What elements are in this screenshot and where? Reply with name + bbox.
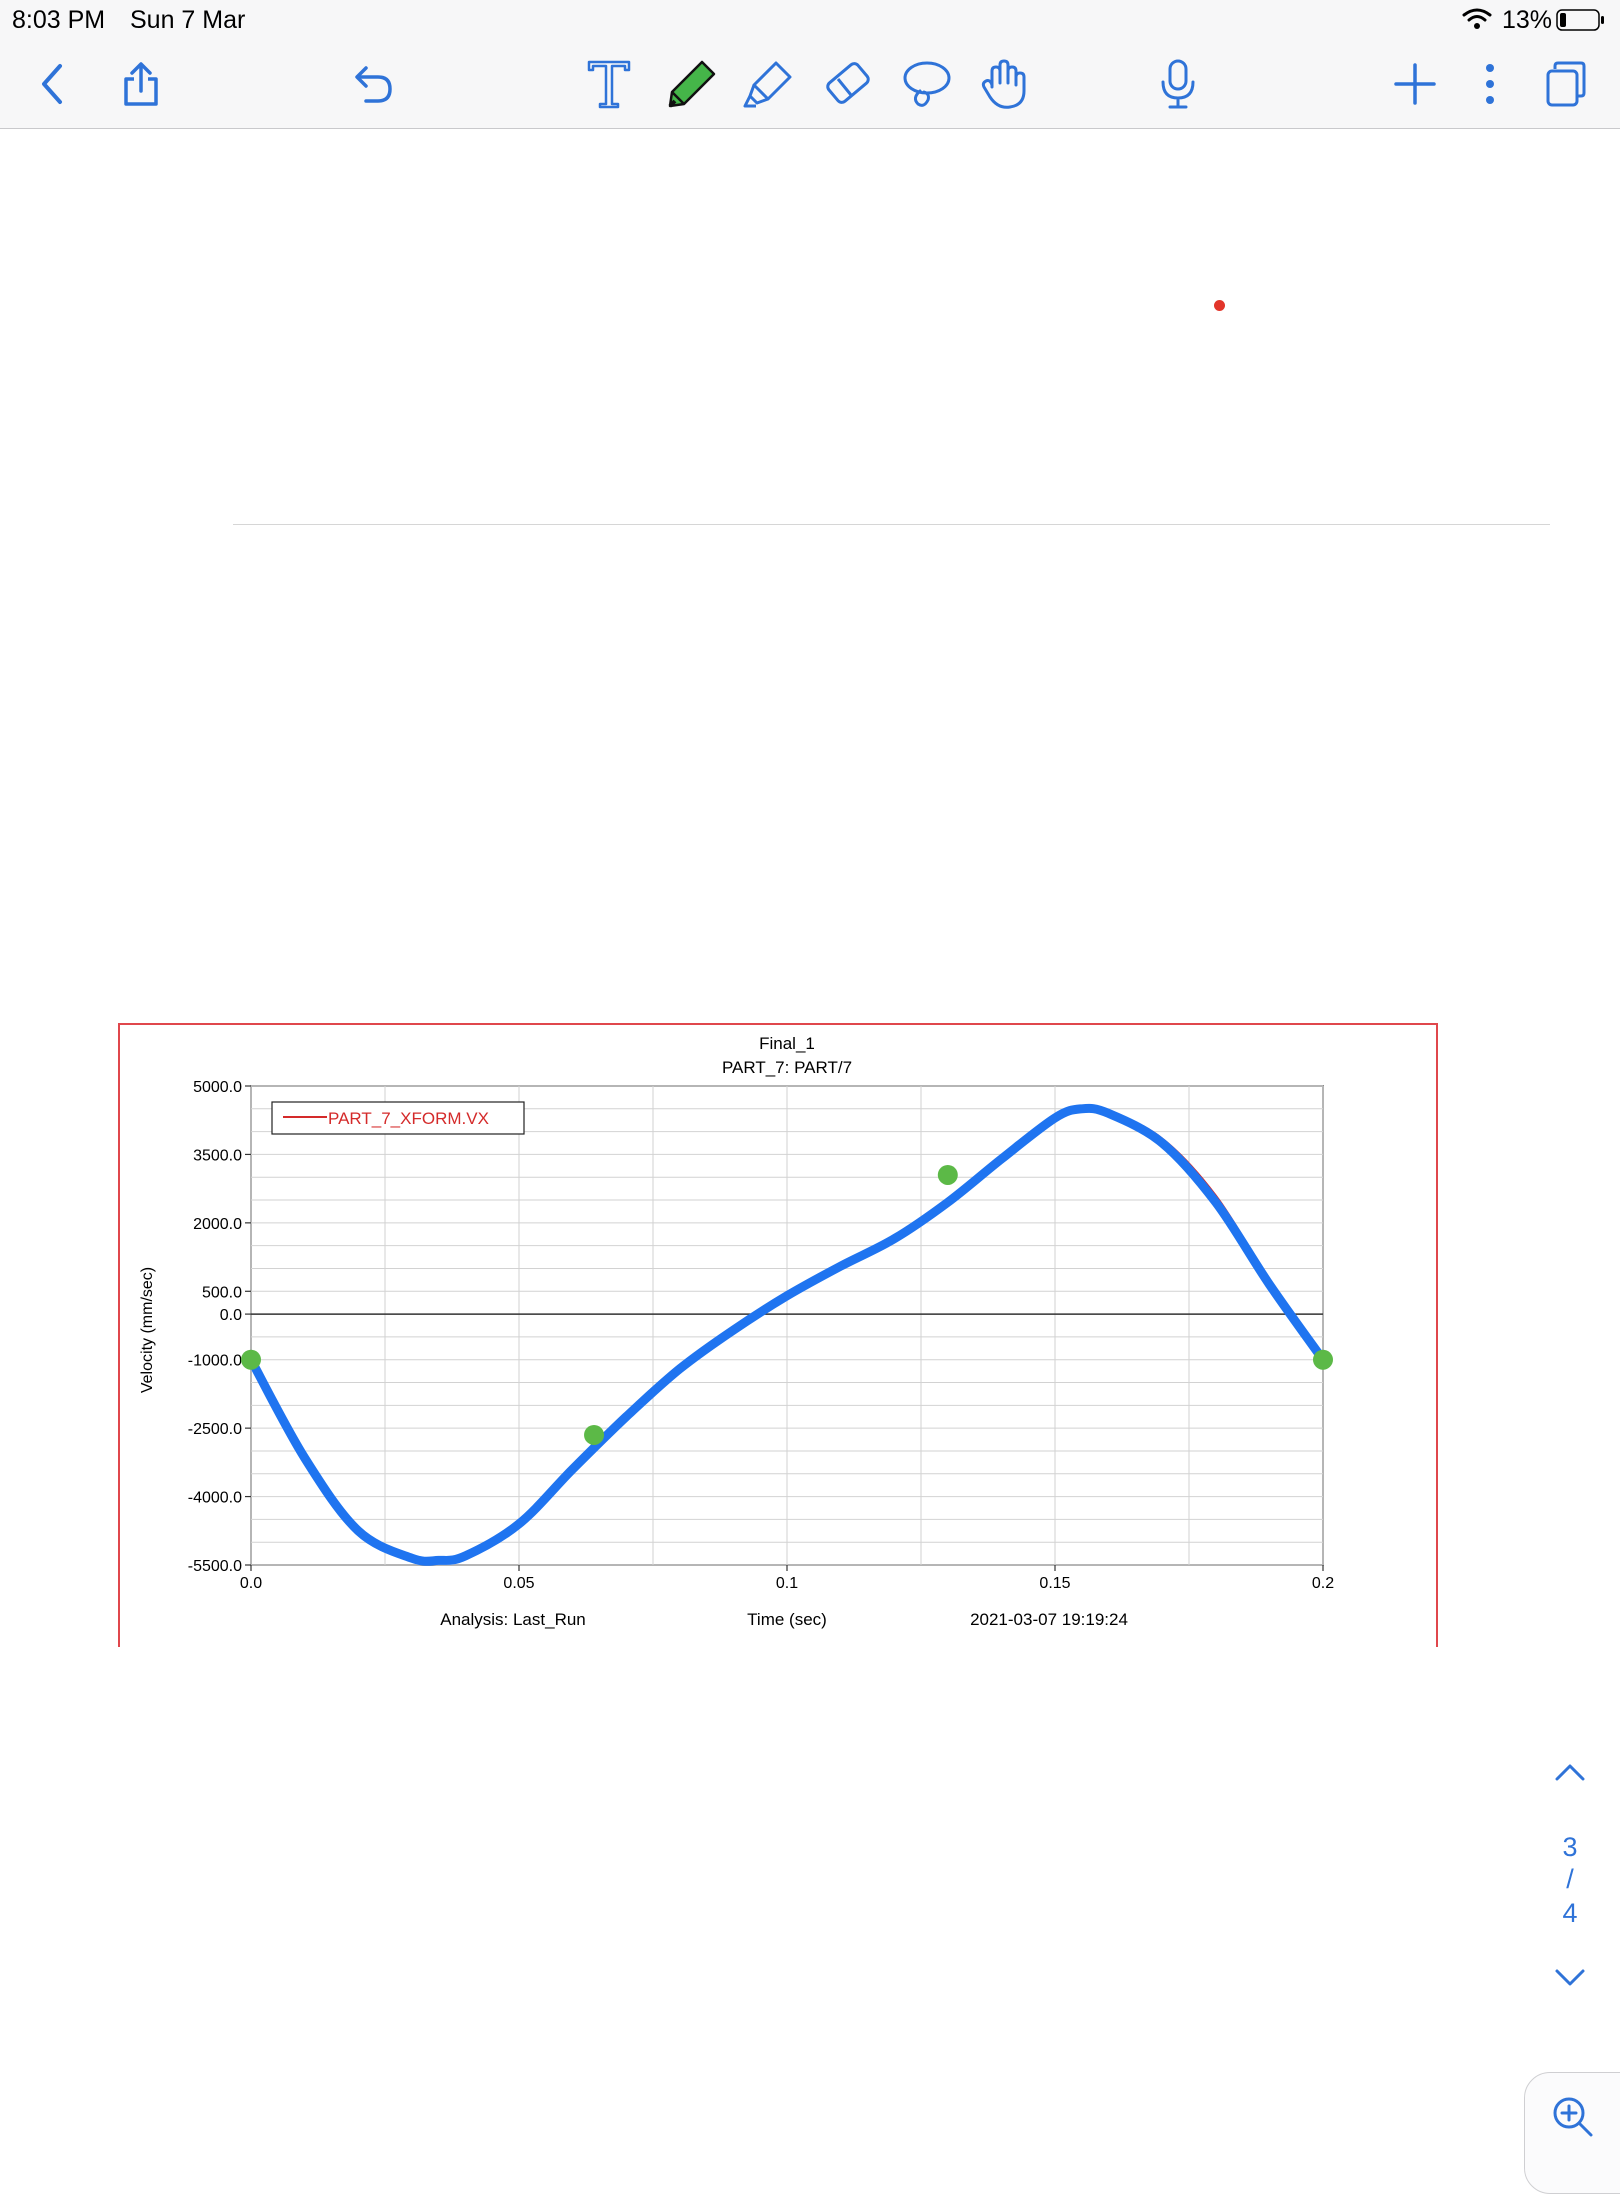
data-point-marker bbox=[937, 1164, 958, 1185]
battery-icon bbox=[1556, 9, 1606, 38]
series-line-handdrawn-trace bbox=[246, 1103, 1328, 1566]
velocity-chart: 5000.0 3500.0 2000.0 500.0 0.0 -1000.0 -2500.0… bbox=[139, 1034, 1334, 1629]
chevron-down-icon bbox=[1555, 1969, 1585, 1986]
wifi-icon bbox=[1462, 6, 1492, 37]
current-page-number: 3 bbox=[1562, 1832, 1578, 1862]
pen-tool-icon bbox=[668, 60, 716, 108]
y-tick-label: -1000.0 bbox=[188, 1353, 242, 1370]
data-point-marker bbox=[241, 1349, 261, 1370]
next-page-button[interactable] bbox=[1554, 1968, 1586, 1993]
x-tick-label: 0.05 bbox=[503, 1575, 534, 1592]
text-tool-icon bbox=[587, 60, 631, 109]
more-options-icon bbox=[1486, 64, 1494, 104]
y-tick-label: -2500.0 bbox=[188, 1421, 242, 1438]
y-tick-label: 5000.0 bbox=[193, 1079, 242, 1096]
undo-icon bbox=[355, 66, 392, 103]
page-navigator: 3 / 4 bbox=[1540, 1762, 1600, 1992]
y-tick-label: -5500.0 bbox=[188, 1558, 242, 1575]
y-axis-label: Velocity (mm/sec) bbox=[139, 1267, 156, 1393]
hand-touch-button[interactable] bbox=[975, 56, 1035, 112]
status-date: Sun 7 Mar bbox=[130, 6, 246, 34]
lasso-tool-icon bbox=[903, 61, 951, 107]
zoom-in-icon bbox=[1553, 2097, 1593, 2137]
status-time: 8:03 PM bbox=[12, 6, 106, 34]
toolbar bbox=[0, 38, 1620, 129]
eraser-tool-icon bbox=[826, 62, 870, 104]
back-button[interactable] bbox=[22, 56, 82, 112]
x-tick-label: 0.15 bbox=[1039, 1575, 1070, 1592]
y-tick-label: 0.0 bbox=[220, 1307, 242, 1324]
data-point-marker bbox=[584, 1424, 605, 1445]
share-icon bbox=[124, 62, 158, 106]
y-tick-label: 3500.0 bbox=[193, 1147, 242, 1164]
battery-percentage: 13% bbox=[1502, 6, 1553, 34]
status-bar: 8:03 PM Sun 7 Mar 13% bbox=[0, 0, 1620, 38]
chart-title: Final_1 bbox=[759, 1034, 815, 1053]
timestamp-label: 2021-03-07 19:19:24 bbox=[970, 1610, 1128, 1629]
x-tick-label: 0.2 bbox=[1312, 1575, 1334, 1592]
ink-dot bbox=[1214, 300, 1225, 311]
eraser-tool-button[interactable] bbox=[818, 56, 878, 112]
chart-image-frame[interactable]: 5000.0 3500.0 2000.0 500.0 0.0 -1000.0 -2500.0… bbox=[118, 1023, 1438, 1647]
pages-button[interactable] bbox=[1536, 56, 1596, 112]
back-icon bbox=[42, 64, 62, 104]
hand-touch-icon bbox=[981, 59, 1026, 109]
microphone-icon bbox=[1161, 59, 1195, 109]
previous-page-button[interactable] bbox=[1554, 1762, 1586, 1787]
legend-entry: PART_7_XFORM.VX bbox=[328, 1109, 489, 1128]
add-icon bbox=[1394, 63, 1436, 105]
lasso-tool-button[interactable] bbox=[897, 56, 957, 112]
x-tick-label: 0.1 bbox=[776, 1575, 798, 1592]
y-tick-label: 2000.0 bbox=[193, 1216, 242, 1233]
zoom-button[interactable] bbox=[1524, 2072, 1620, 2194]
highlighter-tool-button[interactable] bbox=[739, 56, 799, 112]
highlighter-tool-icon bbox=[743, 61, 792, 108]
y-tick-label: -4000.0 bbox=[188, 1490, 242, 1507]
page-divider bbox=[233, 524, 1550, 525]
pen-tool-button[interactable] bbox=[662, 56, 722, 112]
x-tick-label: 0.0 bbox=[240, 1575, 262, 1592]
y-tick-label: 500.0 bbox=[202, 1284, 242, 1301]
chevron-up-icon bbox=[1555, 1764, 1585, 1781]
text-tool-button[interactable] bbox=[579, 56, 639, 112]
pages-icon bbox=[1546, 61, 1586, 107]
share-button[interactable] bbox=[111, 56, 171, 112]
total-page-count: 4 bbox=[1562, 1898, 1578, 1928]
legend: PART_7_XFORM.VX bbox=[271, 1101, 525, 1135]
chart-subtitle: PART_7: PART/7 bbox=[722, 1058, 852, 1077]
page-separator: / bbox=[1566, 1864, 1574, 1894]
add-button[interactable] bbox=[1385, 56, 1445, 112]
undo-button[interactable] bbox=[344, 56, 404, 112]
data-point-marker bbox=[1313, 1349, 1333, 1370]
analysis-label: Analysis: Last_Run bbox=[440, 1610, 586, 1629]
microphone-button[interactable] bbox=[1148, 56, 1208, 112]
more-options-button[interactable] bbox=[1460, 56, 1520, 112]
x-axis-label: Time (sec) bbox=[747, 1610, 827, 1629]
